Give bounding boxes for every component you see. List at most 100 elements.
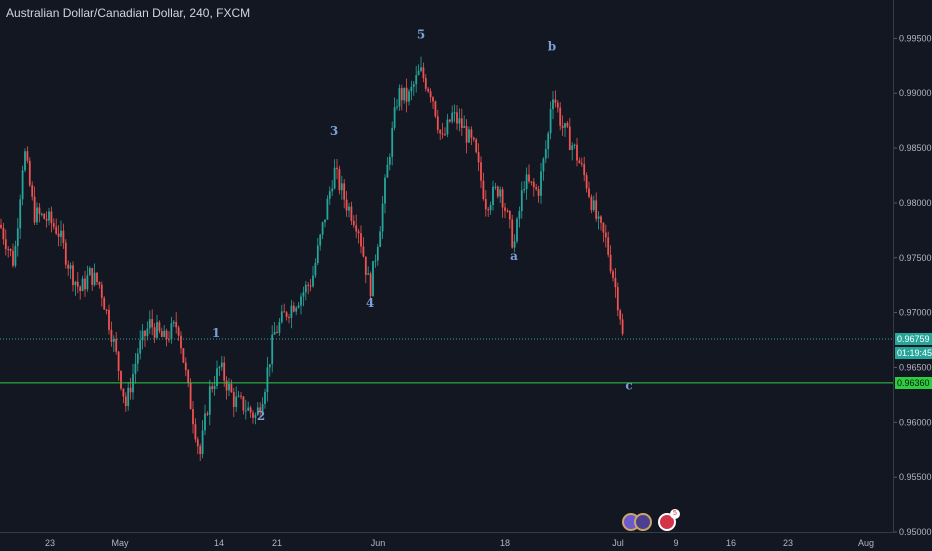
price-axis[interactable] (893, 0, 932, 532)
candle-body (554, 99, 557, 103)
candle-body (261, 404, 264, 413)
candle-body (465, 126, 468, 143)
candle-body (604, 232, 607, 238)
candle-body (26, 151, 29, 161)
candle-body (189, 382, 192, 410)
candle-body (16, 228, 19, 246)
candle-body (141, 330, 144, 341)
price-tick-label: 0.96500 (899, 362, 932, 372)
candle-body (456, 112, 458, 124)
candle-body (424, 78, 427, 89)
candle-body (31, 185, 34, 197)
candle-body (374, 260, 377, 262)
time-tick-label: 16 (726, 538, 736, 548)
candle-body (331, 188, 334, 192)
candle-body (266, 367, 269, 393)
candle-body (393, 107, 396, 128)
candle-body (487, 209, 490, 211)
candle-body (52, 223, 55, 227)
candle-body (350, 206, 353, 221)
candle-body (398, 88, 401, 107)
candle-body (0, 224, 2, 228)
candle-body (158, 322, 161, 332)
candle-body (276, 332, 278, 334)
candle-body (103, 297, 106, 310)
wave-label: 4 (366, 296, 374, 310)
candle-body (607, 237, 610, 255)
candle-body (86, 275, 89, 290)
candle-body (612, 271, 614, 278)
candle-body (585, 175, 588, 189)
candle-body (278, 322, 281, 333)
candle-body (314, 262, 317, 276)
candle-body (588, 188, 590, 197)
candle-body (136, 353, 139, 364)
level-tag-solid: 0.96360 (895, 376, 932, 389)
candle-body (537, 189, 540, 196)
candle-body (477, 152, 480, 163)
candle-body (208, 386, 211, 415)
candle-body (432, 97, 434, 102)
price-tick-label: 0.97500 (899, 253, 932, 263)
candle-body (494, 186, 497, 188)
candle-body (300, 296, 302, 306)
candle-body (271, 334, 274, 365)
event-flag-icon-2[interactable] (634, 513, 652, 531)
candle-body (153, 327, 156, 338)
candle-body (117, 351, 120, 371)
candle-body (232, 392, 235, 407)
candle-body (67, 264, 70, 269)
candle-body (163, 330, 166, 337)
time-tick-label: 23 (783, 538, 793, 548)
candle-body (396, 106, 398, 108)
candle-body (127, 387, 130, 407)
candle-body (144, 330, 146, 337)
candle-body (506, 210, 509, 212)
candle-body (182, 348, 185, 363)
candle-body (240, 395, 242, 397)
candle-body (172, 322, 175, 324)
candle-body (532, 181, 535, 188)
candle-body (302, 292, 305, 297)
candle-body (535, 187, 538, 190)
candle-body (516, 218, 518, 242)
candle-body (616, 287, 619, 311)
candle-body (518, 211, 521, 219)
candle-body (328, 191, 331, 199)
candle-body (122, 388, 125, 397)
candle-body (412, 84, 415, 87)
candle-body (223, 362, 226, 381)
candle-body (230, 383, 233, 393)
candle-body (501, 189, 504, 208)
candle-body (336, 167, 338, 170)
candle-body (384, 177, 386, 204)
candle-body (326, 198, 329, 220)
candle-body (43, 213, 46, 219)
candle-body (74, 281, 77, 286)
candle-body (280, 311, 283, 323)
candle-body (201, 430, 204, 455)
candle-body (283, 311, 286, 313)
candle-body (475, 139, 478, 153)
candle-body (64, 242, 67, 265)
candle-body (369, 273, 372, 297)
candle-body (460, 118, 463, 128)
candle-body (146, 328, 149, 337)
candle-body (602, 222, 605, 233)
candle-body (256, 407, 259, 415)
candle-body (340, 183, 343, 191)
time-axis[interactable] (0, 532, 893, 551)
candle-body (134, 363, 137, 374)
candle-body (213, 386, 216, 389)
candle-body (614, 277, 617, 288)
candle-body (108, 309, 110, 330)
candle-body (112, 339, 115, 342)
candle-body (436, 116, 439, 130)
candle-body (252, 412, 254, 418)
candle-body (357, 231, 360, 234)
candle-body (417, 70, 420, 76)
price-tick-label: 0.99500 (899, 33, 932, 43)
candle-body (69, 265, 72, 269)
candle-body (38, 207, 41, 214)
